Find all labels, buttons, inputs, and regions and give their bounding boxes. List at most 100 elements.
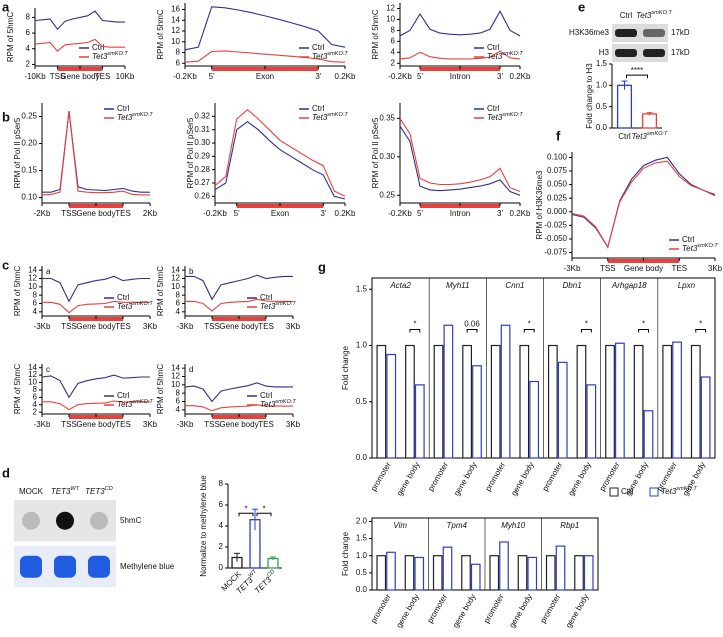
- bar: [583, 555, 594, 591]
- bar: [489, 555, 500, 591]
- legend-label: Ctrl: [312, 104, 325, 113]
- x-tick-label: gene body: [451, 593, 477, 630]
- y-tick-label: 2.0: [356, 517, 368, 526]
- x-tick-label: -3Kb: [34, 420, 51, 429]
- significance-label: *: [244, 504, 247, 513]
- y-tick-label: 8: [219, 479, 224, 488]
- y-tick-label: 0.31: [194, 125, 210, 134]
- x-tick-label: TES: [115, 322, 131, 331]
- x-tick-label: 3Kb: [286, 322, 301, 331]
- bar: [547, 344, 558, 459]
- y-tick-label: 14: [171, 363, 180, 372]
- blot-row-label: Methylene blue: [120, 562, 175, 571]
- legend-swatch: [609, 487, 619, 497]
- y-tick-label: 0.5: [356, 568, 368, 577]
- legend-label: Tet3smKO:T: [117, 301, 153, 311]
- x-tick-label: TSS: [204, 322, 220, 331]
- gene-label: Acta2: [389, 281, 411, 290]
- bar: [443, 324, 454, 459]
- y-tick-label: 1.5: [356, 284, 368, 293]
- blot-band: [615, 29, 637, 37]
- bar: [574, 555, 584, 591]
- line: [185, 404, 293, 412]
- bar: [414, 384, 425, 459]
- legend-label: Tet3smKO:T: [682, 243, 718, 253]
- bar: [404, 555, 415, 591]
- legend-label: Ctrl: [260, 391, 273, 400]
- x-tick-label: -3Kb: [177, 322, 194, 331]
- bar: [472, 365, 482, 459]
- bar: [376, 344, 387, 459]
- y-axis-label: RPM of Pol II pSer5: [186, 117, 195, 188]
- y-tick-label: 0.30: [194, 138, 210, 147]
- y-tick-label: 0.35: [379, 113, 395, 122]
- blot-band: [615, 49, 637, 57]
- y-axis-label: RPM of H3K36me3: [535, 170, 544, 239]
- bar: [605, 344, 615, 459]
- x-tick-label: promoter: [538, 592, 562, 625]
- line: [399, 10, 521, 37]
- bar: [405, 344, 415, 459]
- x-tick-label: 3': [315, 72, 321, 81]
- panel-label: g: [318, 259, 326, 274]
- x-tick-label: TES: [258, 420, 274, 429]
- x-tick-label: gene body: [452, 461, 478, 498]
- significance-bracket: [580, 329, 592, 333]
- bar: [615, 342, 625, 459]
- x-tick-label: gene body: [566, 461, 592, 498]
- y-tick-label: 12: [171, 372, 180, 381]
- x-tick-label: Ctrl: [618, 132, 631, 141]
- y-tick-label: 6: [26, 28, 31, 37]
- bar: [490, 344, 501, 459]
- y-tick-label: 14: [28, 363, 37, 372]
- significance-bracket: [523, 329, 535, 333]
- y-tick-label: 0.20: [21, 139, 37, 148]
- y-tick-label: 4: [33, 307, 38, 316]
- line: [399, 125, 521, 196]
- line: [41, 111, 150, 196]
- x-tick-label: -0.2Kb: [203, 209, 227, 218]
- y-axis-label: RPM of 5hmC: [13, 364, 22, 414]
- bar: [643, 410, 654, 459]
- significance-bracket: [256, 512, 272, 517]
- line: [214, 121, 346, 200]
- x-tick-label: 3Kb: [286, 420, 301, 429]
- legend-label: Ctrl: [117, 391, 130, 400]
- y-tick-label: 14: [171, 265, 180, 274]
- legend-label: Ctrl: [487, 43, 500, 52]
- blot-column-label: MOCK: [19, 487, 44, 496]
- legend-label: Ctrl: [621, 487, 634, 496]
- y-tick-label: 8: [176, 48, 181, 57]
- x-tick-label: promoter: [483, 460, 507, 493]
- x-tick-label: gene body: [509, 461, 535, 498]
- y-tick-label: 12: [171, 274, 180, 283]
- legend-label: Ctrl: [487, 104, 500, 113]
- y-tick-label: 6: [391, 36, 396, 45]
- y-tick-label: 6: [176, 397, 181, 406]
- gene-label: Arhgap18: [611, 281, 647, 290]
- blot-spot: [88, 555, 110, 578]
- blot-background: [612, 24, 668, 42]
- y-axis-label: Normalize to methylene blue: [199, 475, 208, 577]
- bar: [433, 344, 444, 459]
- significance-bracket: [638, 329, 649, 333]
- y-tick-label: 6: [176, 299, 181, 308]
- y-tick-label: 6: [219, 500, 224, 509]
- significance-label: 0.06: [464, 320, 480, 329]
- significance-label: ****: [631, 66, 643, 75]
- bar: [545, 555, 556, 591]
- blot-spot: [54, 555, 76, 578]
- line: [185, 298, 293, 312]
- y-tick-label: 4: [33, 400, 38, 409]
- x-tick-label: TSS: [61, 420, 77, 429]
- y-tick-label: 4: [26, 44, 31, 53]
- line: [214, 108, 346, 197]
- legend-label: Ctrl: [312, 43, 325, 52]
- panel-label: d: [2, 465, 10, 480]
- y-axis-label: RPM of 5hmC: [371, 9, 380, 59]
- y-tick-label: 4: [176, 405, 181, 414]
- panel-label: f: [556, 128, 561, 143]
- x-tick-label: gene body: [564, 593, 590, 630]
- gene-label: Rbp1: [560, 521, 579, 530]
- bar: [586, 384, 597, 459]
